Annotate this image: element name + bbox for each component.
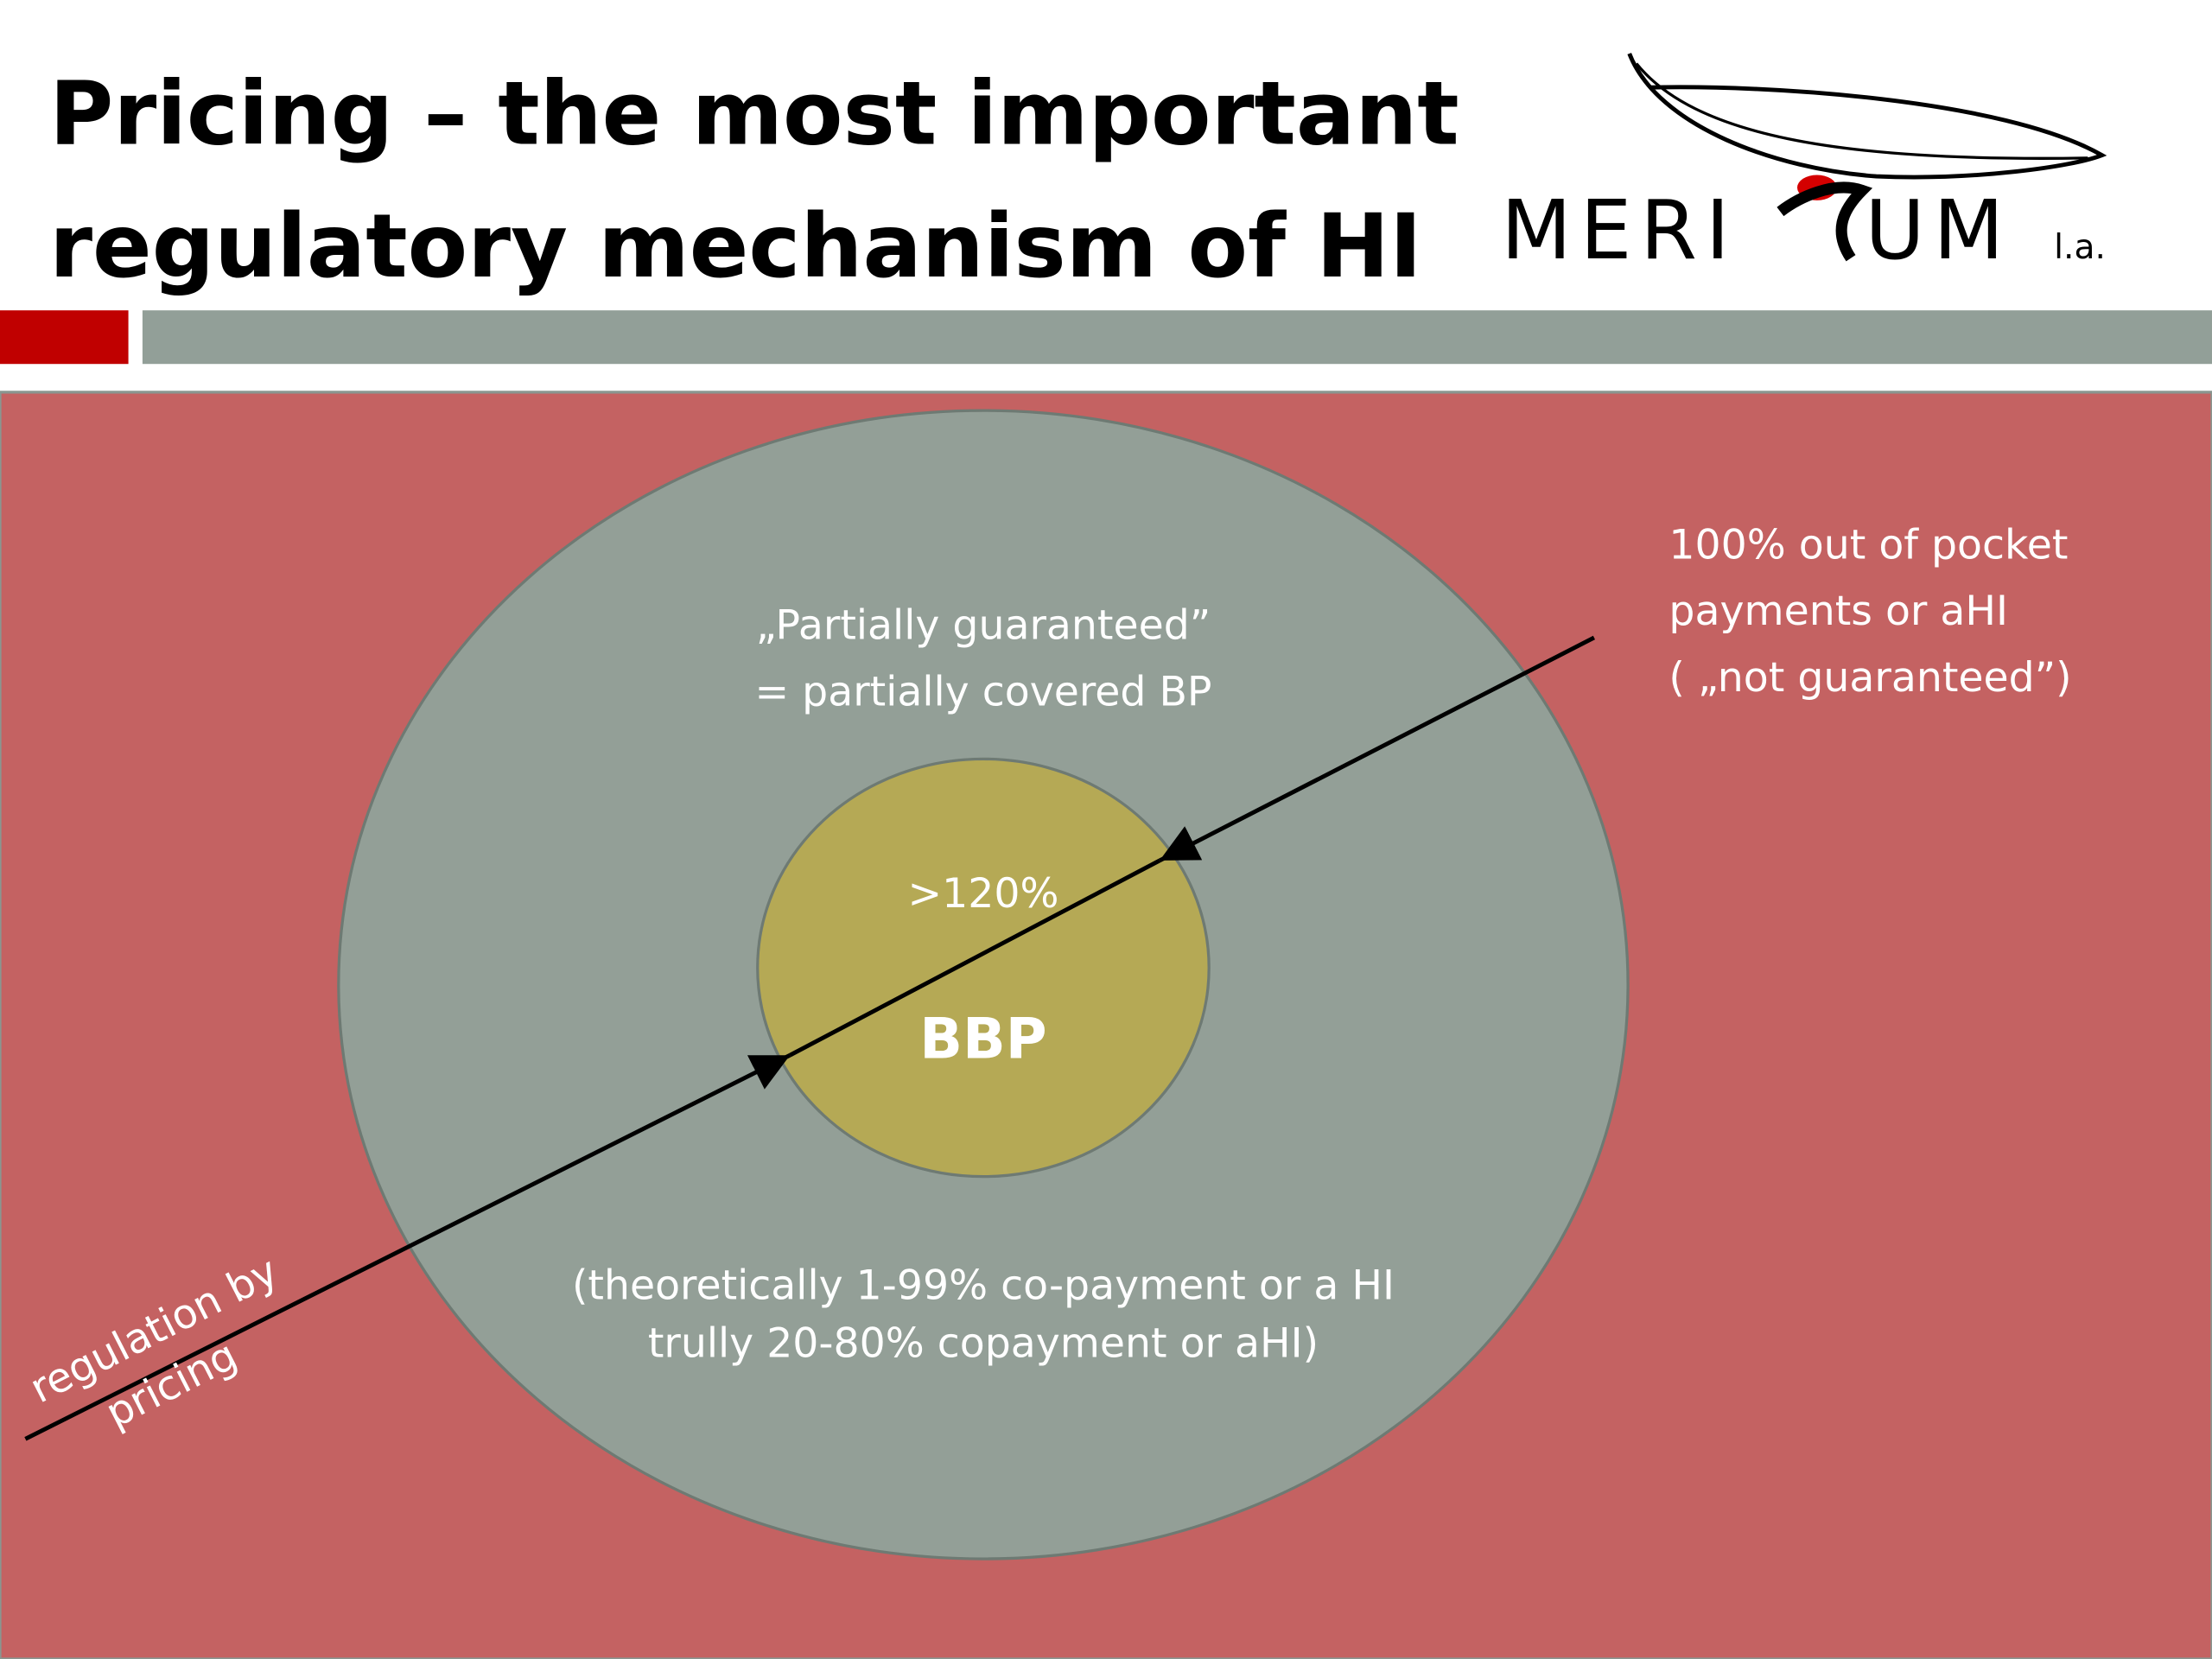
inner-title: BBP <box>919 1006 1046 1071</box>
outside-label: 100% out of pocket <box>1669 522 2068 569</box>
logo-text: UM <box>1865 183 2012 278</box>
logo-symbol <box>1777 181 1873 262</box>
arrow <box>1158 635 1596 863</box>
outside-label: ( „not guaranteed”) <box>1669 654 2071 702</box>
outer-label: „Partially guaranteed” <box>756 602 1211 650</box>
title-line: Pricing – the most important <box>49 63 1459 165</box>
arrow <box>24 1053 791 1441</box>
outside-label: payments or aHI <box>1669 588 2008 635</box>
bottom-label: trully 20-80% copayment or aHI) <box>648 1320 1319 1368</box>
inner-circle <box>756 757 1211 1179</box>
bottom-label: (theoretically 1-99% co-payment or a HI <box>572 1262 1395 1310</box>
logo-swoosh <box>1627 53 2107 180</box>
logo: MERI UM l.a. <box>1501 53 2107 278</box>
header-bar <box>142 310 2212 365</box>
accent-bar <box>0 310 129 365</box>
arrow-line <box>789 858 1161 1058</box>
inner-label: >120% <box>907 870 1058 918</box>
title-line: regulatory mechanism of HI <box>49 195 1422 297</box>
logo-text: MERI <box>1501 183 1738 278</box>
logo-swoosh <box>1635 62 2088 160</box>
logo-suffix: l.a. <box>2054 228 2106 267</box>
outer-label: = partially covered BP <box>754 668 1211 715</box>
